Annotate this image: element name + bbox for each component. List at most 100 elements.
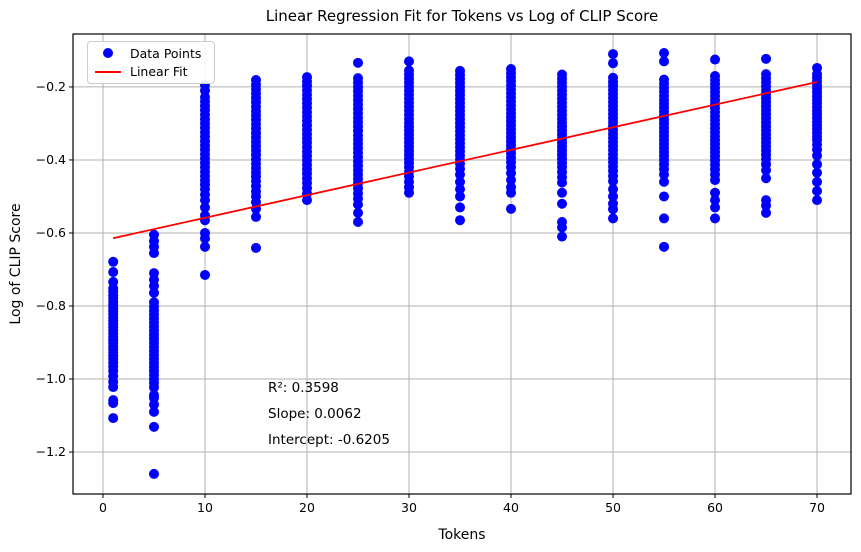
y-tick-label: −0.8 <box>35 297 66 313</box>
data-point <box>812 195 823 206</box>
data-point <box>710 202 721 213</box>
data-point <box>148 382 159 393</box>
data-point <box>108 267 119 278</box>
data-point <box>455 191 466 202</box>
data-point <box>761 200 772 211</box>
data-point <box>659 56 670 67</box>
data-point <box>761 207 772 218</box>
linear-fit-line <box>112 81 818 240</box>
data-point <box>710 175 721 186</box>
data-point <box>812 176 823 187</box>
data-point <box>608 58 619 69</box>
data-point <box>659 213 670 224</box>
data-point <box>761 173 772 184</box>
x-tick-label: 20 <box>299 500 315 515</box>
data-point <box>302 195 313 206</box>
data-point <box>353 57 364 68</box>
blue-dot-icon <box>103 48 113 59</box>
data-point <box>455 176 466 187</box>
r-squared-text: R²: 0.3598 <box>268 380 339 396</box>
data-point <box>108 398 119 409</box>
data-point <box>148 468 159 479</box>
data-point <box>710 195 721 206</box>
data-point <box>506 175 517 186</box>
data-point <box>710 187 721 198</box>
x-tick-label: 60 <box>707 500 723 515</box>
data-point <box>353 199 364 210</box>
x-tick-label: 30 <box>401 500 417 515</box>
y-tick-label: −0.4 <box>35 151 66 167</box>
chart-title: Linear Regression Fit for Tokens vs Log … <box>265 7 659 25</box>
legend-entry-data-points: Data Points <box>92 44 210 62</box>
data-point <box>199 241 210 252</box>
scatter-marker-icon <box>92 48 124 59</box>
data-point <box>557 231 568 242</box>
legend-label: Linear Fit <box>130 64 188 80</box>
data-point <box>812 159 823 170</box>
regression-stats-annotation: R²: 0.3598 Slope: 0.0062 Intercept: -0.6… <box>268 375 390 453</box>
data-point <box>608 49 619 60</box>
data-point <box>659 169 670 180</box>
data-point <box>250 211 261 222</box>
data-point <box>608 213 619 224</box>
data-point <box>148 248 159 259</box>
data-point <box>455 184 466 195</box>
x-tick-label: 40 <box>503 500 519 515</box>
x-tick-label: 10 <box>197 500 213 515</box>
data-point <box>404 187 415 198</box>
data-point <box>250 242 261 253</box>
data-point <box>108 413 119 424</box>
data-point <box>199 195 210 206</box>
axes-frame <box>72 33 852 495</box>
legend-entry-linear-fit: Linear Fit <box>92 63 210 81</box>
data-point <box>659 191 670 202</box>
data-point <box>108 256 119 267</box>
data-point <box>557 177 568 188</box>
data-point <box>148 406 159 417</box>
data-point <box>608 176 619 187</box>
data-point <box>455 202 466 213</box>
data-point <box>148 287 159 298</box>
data-point <box>659 241 670 252</box>
red-line-icon <box>95 70 121 73</box>
legend-label: Data Points <box>130 45 202 61</box>
data-point <box>761 165 772 176</box>
y-tick-label: −1.2 <box>35 444 66 460</box>
data-point <box>506 168 517 179</box>
line-marker-icon <box>92 70 124 73</box>
legend: Data Points Linear Fit <box>87 41 215 84</box>
data-point <box>659 176 670 187</box>
data-point <box>710 54 721 65</box>
data-point <box>455 215 466 226</box>
data-point <box>506 187 517 198</box>
data-point <box>353 217 364 228</box>
data-point <box>608 184 619 195</box>
data-point <box>812 150 823 161</box>
data-point <box>608 204 619 215</box>
data-point <box>761 53 772 64</box>
data-point <box>557 222 568 233</box>
data-point <box>108 382 119 393</box>
x-tick-label: 50 <box>605 500 621 515</box>
data-point <box>199 269 210 280</box>
data-point <box>199 202 210 213</box>
data-point <box>608 191 619 202</box>
data-point <box>557 198 568 209</box>
data-point <box>148 421 159 432</box>
y-tick-label: −0.6 <box>35 224 66 240</box>
data-point <box>659 47 670 58</box>
slope-text: Slope: 0.0062 <box>268 406 362 422</box>
data-point <box>557 187 568 198</box>
y-tick-label: −1.0 <box>35 371 66 386</box>
data-point <box>710 213 721 224</box>
x-tick-label: 0 <box>99 500 107 515</box>
data-point <box>148 280 159 291</box>
data-point <box>812 167 823 178</box>
data-point <box>812 185 823 196</box>
data-point <box>506 203 517 214</box>
x-axis-label: Tokens <box>438 527 486 543</box>
intercept-text: Intercept: -0.6205 <box>268 432 390 448</box>
x-tick-label: 70 <box>809 500 825 515</box>
data-point <box>353 207 364 218</box>
